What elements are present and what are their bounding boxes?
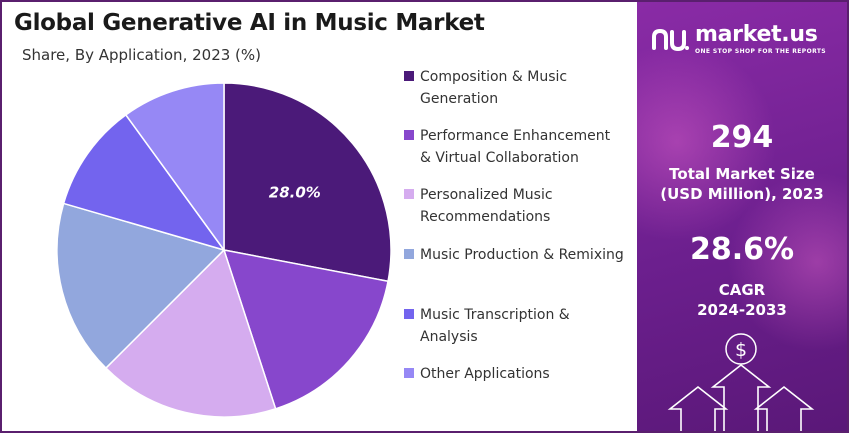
pie-slice-transcription <box>62 113 226 252</box>
legend-swatch <box>404 309 414 319</box>
pie-slice-other <box>124 82 225 253</box>
legend-item-personalized: Personalized Music Recommendations <box>404 184 636 228</box>
chart-title: Global Generative AI in Music Market <box>14 10 485 36</box>
legend-label: Recommendations <box>420 209 551 225</box>
legend-swatch <box>404 71 414 81</box>
dollar-symbol: $ <box>735 339 747 361</box>
legend-label: Composition & Music <box>420 69 568 85</box>
legend-swatch <box>404 130 414 140</box>
pie-slice-personalized <box>104 248 277 418</box>
legend-swatch <box>404 189 414 199</box>
growth-arrow-icon: $ <box>667 333 815 431</box>
legend-label: Analysis <box>420 329 478 345</box>
pie-slice-performance <box>222 249 389 410</box>
cagr-value: 28.6% <box>689 232 795 267</box>
legend-swatch <box>404 368 414 378</box>
logo-icon <box>652 28 689 51</box>
stats-panel: market.us ONE STOP SHOP FOR THE REPORTS … <box>637 2 847 431</box>
market-size-label: Total Market Size (USD Million), 2023 <box>637 164 847 204</box>
legend-label: Music Production & Remixing <box>420 247 624 263</box>
pie-chart: 28.0% <box>56 82 392 418</box>
pie-data-label: 28.0% <box>269 184 321 202</box>
market-size-label-line1: Total Market Size <box>669 165 815 183</box>
legend-item-transcription: Music Transcription & Analysis <box>404 304 636 348</box>
market-size-label-line2: (USD Million), 2023 <box>660 185 824 203</box>
legend-item-production: Music Production & Remixing <box>404 244 636 266</box>
legend-label: & Virtual Collaboration <box>420 150 579 166</box>
cagr-label: CAGR 2024-2033 <box>637 280 847 320</box>
brand-name: market.us <box>695 22 818 47</box>
chart-subtitle: Share, By Application, 2023 (%) <box>22 46 262 64</box>
brand-tagline: ONE STOP SHOP FOR THE REPORTS <box>695 48 827 55</box>
brand-logo: market.us ONE STOP SHOP FOR THE REPORTS <box>651 24 826 55</box>
pie-slice-production <box>56 202 226 370</box>
legend-item-performance: Performance Enhancement & Virtual Collabo… <box>404 125 636 169</box>
legend-label: Other Applications <box>420 366 550 382</box>
legend-label: Generation <box>420 91 499 107</box>
legend-label: Personalized Music <box>420 187 553 203</box>
legend-label: Performance Enhancement <box>420 128 611 144</box>
market-size-value: 294 <box>710 120 774 155</box>
pie-slice-composition <box>223 82 392 283</box>
legend-item-other: Other Applications <box>404 363 636 385</box>
cagr-label-line1: CAGR <box>718 281 766 299</box>
legend-label: Music Transcription & <box>420 307 570 323</box>
cagr-label-line2: 2024-2033 <box>697 301 787 319</box>
legend-item-composition: Composition & Music Generation <box>404 66 636 110</box>
legend-swatch <box>404 249 414 259</box>
